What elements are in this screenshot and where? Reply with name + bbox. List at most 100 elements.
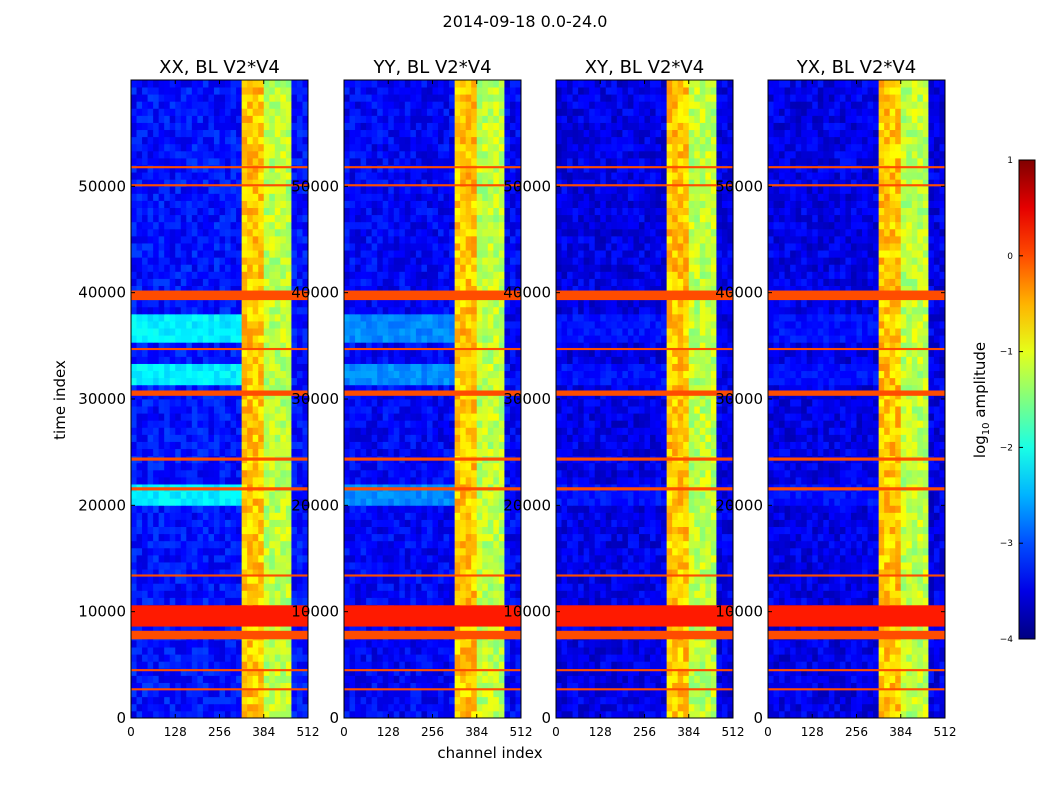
heatmap-cell	[460, 640, 466, 647]
heatmap-cell	[175, 427, 181, 434]
heatmap-cell	[242, 278, 248, 285]
heatmap-cell	[142, 548, 148, 555]
heatmap-cell	[220, 349, 226, 356]
heatmap-cell	[214, 562, 220, 569]
heatmap-cell	[231, 690, 237, 697]
heatmap-cell	[286, 208, 292, 215]
heatmap-cell	[153, 208, 159, 215]
heatmap-cell	[170, 427, 176, 434]
heatmap-cell	[499, 520, 505, 527]
heatmap-cell	[350, 314, 356, 321]
heatmap-cell	[269, 413, 275, 420]
heatmap-cell	[236, 257, 242, 264]
heatmap-cell	[203, 413, 209, 420]
heatmap-cell	[225, 137, 231, 144]
heatmap-cell	[399, 654, 405, 661]
heatmap-cell	[247, 413, 253, 420]
heatmap-cell	[181, 704, 187, 711]
heatmap-cell	[192, 711, 198, 718]
heatmap-cell	[181, 314, 187, 321]
heatmap-cell	[399, 420, 405, 427]
heatmap-cell	[159, 250, 165, 257]
heatmap-cell	[264, 470, 270, 477]
heatmap-cell	[159, 278, 165, 285]
heatmap-cell	[275, 137, 281, 144]
heatmap-cell	[175, 208, 181, 215]
heatmap-cell	[344, 371, 350, 378]
heatmap-cell	[164, 690, 170, 697]
heatmap-cell	[350, 434, 356, 441]
heatmap-cell	[236, 640, 242, 647]
heatmap-cell	[247, 420, 253, 427]
heatmap-cell	[466, 413, 472, 420]
heatmap-cell	[253, 94, 259, 101]
heatmap-cell	[253, 328, 259, 335]
heatmap-cell	[175, 144, 181, 151]
heatmap-cell	[242, 186, 248, 193]
heatmap-cell	[203, 675, 209, 682]
heatmap-cell	[214, 208, 220, 215]
heatmap-cell	[477, 271, 483, 278]
heatmap-cell	[350, 654, 356, 661]
heatmap-cell	[504, 520, 510, 527]
heatmap-cell	[247, 314, 253, 321]
heatmap-cell	[438, 690, 444, 697]
heatmap-cell	[131, 477, 137, 484]
heatmap-cell	[493, 349, 499, 356]
heatmap-cell	[253, 87, 259, 94]
heatmap-cell	[510, 364, 516, 371]
heatmap-cell	[258, 406, 264, 413]
heatmap-cell	[236, 80, 242, 87]
heatmap-cell	[269, 704, 275, 711]
heatmap-cell	[181, 442, 187, 449]
heatmap-cell	[488, 307, 494, 314]
heatmap-cell	[220, 137, 226, 144]
heatmap-cell	[181, 222, 187, 229]
heatmap-cell	[131, 498, 137, 505]
heatmap-cell	[416, 491, 422, 498]
heatmap-cell	[242, 640, 248, 647]
heatmap-cell	[394, 590, 400, 597]
heatmap-cell	[427, 349, 433, 356]
heatmap-cell	[427, 335, 433, 342]
heatmap-cell	[231, 654, 237, 661]
heatmap-cell	[208, 356, 214, 363]
heatmap-cell	[214, 434, 220, 441]
heatmap-cell	[148, 250, 154, 257]
heatmap-cell	[383, 548, 389, 555]
heatmap-cell	[269, 661, 275, 668]
heatmap-cell	[203, 690, 209, 697]
heatmap-cell	[493, 264, 499, 271]
heatmap-cell	[372, 491, 378, 498]
heatmap-cell	[225, 434, 231, 441]
heatmap-cell	[449, 491, 455, 498]
heatmap-cell	[482, 413, 488, 420]
heatmap-cell	[394, 491, 400, 498]
heatmap-cell	[488, 541, 494, 548]
heatmap-cell	[355, 548, 361, 555]
heatmap-cell	[192, 576, 198, 583]
heatmap-cell	[499, 590, 505, 597]
heatmap-cell	[197, 257, 203, 264]
heatmap-cell	[504, 442, 510, 449]
panel-title: XX, BL V2*V4	[159, 57, 280, 78]
heatmap-cell	[344, 498, 350, 505]
heatmap-cell	[269, 371, 275, 378]
heatmap-cell	[186, 512, 192, 519]
flagged-band	[131, 348, 308, 350]
heatmap-cell	[220, 442, 226, 449]
heatmap-cell	[214, 335, 220, 342]
heatmap-cell	[197, 236, 203, 243]
heatmap-cell	[131, 172, 137, 179]
heatmap-cell	[399, 491, 405, 498]
heatmap-cell	[366, 512, 372, 519]
heatmap-cell	[493, 491, 499, 498]
heatmap-cell	[208, 130, 214, 137]
heatmap-cell	[208, 144, 214, 151]
heatmap-cell	[197, 151, 203, 158]
heatmap-cell	[286, 704, 292, 711]
heatmap-cell	[175, 505, 181, 512]
heatmap-cell	[153, 278, 159, 285]
heatmap-cell	[355, 427, 361, 434]
heatmap-cell	[186, 349, 192, 356]
